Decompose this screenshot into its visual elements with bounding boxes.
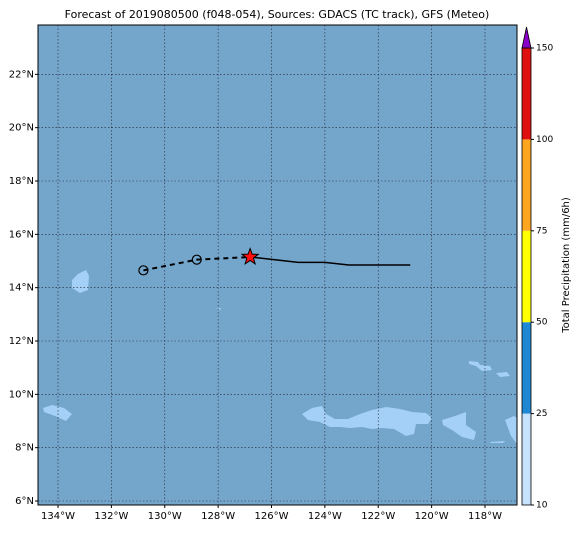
colorbar-tick-label: 100	[536, 135, 553, 145]
land	[43, 270, 517, 444]
past-track	[143, 256, 251, 272]
colorbar-segment	[522, 230, 531, 323]
y-tick-label: 10°N	[9, 389, 34, 400]
y-tick-label: 6°N	[15, 496, 34, 507]
colorbar-label: Total Precipitation (mm/6h)	[561, 197, 572, 334]
colorbar-tick-label: 150	[536, 44, 553, 54]
y-tick-label: 12°N	[9, 336, 34, 347]
y-tick-label: 22°N	[9, 69, 34, 80]
x-tick-label: 124°W	[308, 511, 342, 522]
colorbar-tick-label: 75	[536, 226, 547, 236]
x-tick-label: 118°W	[468, 511, 502, 522]
chart-title: Forecast of 2019080500 (f048-054), Sourc…	[65, 8, 490, 21]
current-position	[240, 247, 260, 266]
colorbar-segment	[522, 139, 531, 231]
x-tick-label: 130°W	[148, 511, 182, 522]
colorbar-tick-label: 25	[536, 409, 547, 419]
ocean	[38, 25, 517, 505]
colorbar-frame	[521, 47, 532, 506]
colorbar-segment	[522, 48, 531, 140]
track-point	[138, 265, 149, 276]
colorbar-segment	[522, 322, 531, 414]
x-tick-label: 120°W	[415, 511, 449, 522]
colorbar-segment	[522, 413, 531, 505]
y-tick-label: 16°N	[9, 229, 34, 240]
colorbar-tick-label: 10	[536, 501, 548, 511]
y-tick-label: 14°N	[9, 283, 34, 294]
colorbar-tick-label: 50	[536, 318, 548, 328]
plot-frame	[37, 24, 518, 506]
x-tick-label: 128°W	[201, 511, 235, 522]
colorbar-extend	[521, 26, 532, 49]
x-tick-label: 132°W	[94, 511, 128, 522]
x-tick-label: 126°W	[255, 511, 289, 522]
x-tick-label: 122°W	[361, 511, 395, 522]
y-tick-label: 8°N	[15, 443, 34, 454]
y-tick-label: 20°N	[9, 123, 34, 134]
y-tick-label: 18°N	[9, 176, 34, 187]
track-point	[191, 254, 202, 265]
forecast-track	[250, 256, 411, 266]
x-tick-label: 134°W	[41, 511, 75, 522]
